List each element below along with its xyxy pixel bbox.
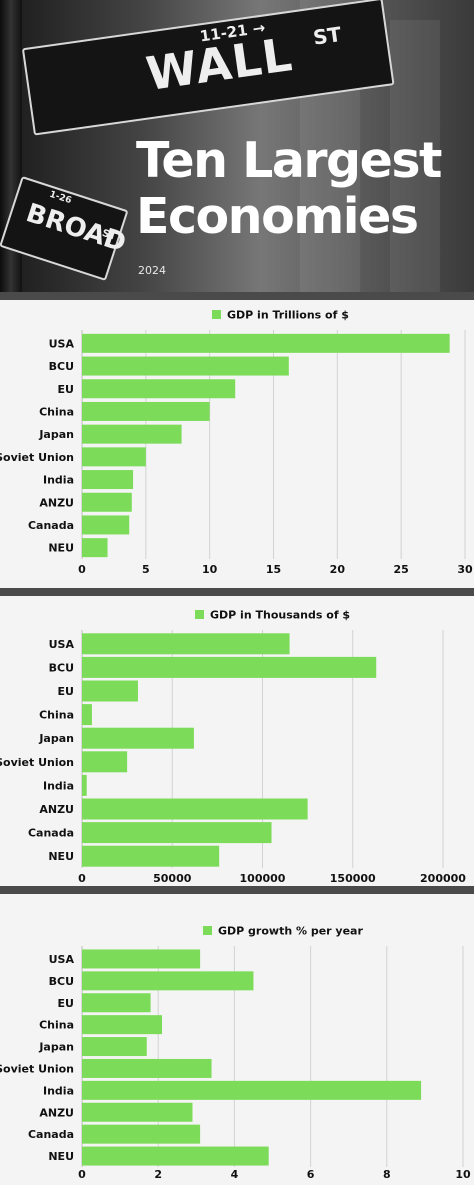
category-label: USA bbox=[49, 638, 75, 651]
bar-eu bbox=[82, 993, 151, 1013]
category-label: ANZU bbox=[39, 1106, 74, 1119]
category-label: NEU bbox=[48, 542, 74, 555]
category-label: Canada bbox=[28, 519, 74, 532]
gdp-thousands-chart: GDP in Thousands of $ USA BCU EU China Japan S… bbox=[0, 609, 466, 886]
x-tick-label: 5 bbox=[142, 563, 150, 576]
bar-soviet-union bbox=[82, 1058, 212, 1078]
x-tick-label: 10 bbox=[455, 1168, 471, 1181]
bar-canada bbox=[82, 1124, 201, 1144]
section-divider bbox=[0, 292, 474, 300]
x-tick-label: 8 bbox=[383, 1168, 391, 1181]
x-tick-label: 10 bbox=[202, 563, 218, 576]
x-tick-label: 30 bbox=[457, 563, 473, 576]
bar-neu bbox=[82, 845, 220, 867]
legend-label: GDP growth % per year bbox=[218, 925, 363, 938]
broad-sign-text: BROAD bbox=[22, 198, 130, 259]
bar-japan bbox=[82, 424, 182, 444]
bar-india bbox=[82, 774, 87, 796]
legend-swatch bbox=[195, 610, 204, 619]
category-label: Canada bbox=[28, 1128, 74, 1141]
bar-bcu bbox=[82, 656, 377, 678]
wall-sign-text: WALL bbox=[142, 27, 296, 102]
category-label: Japan bbox=[38, 732, 74, 745]
gdp-trillions-chart: GDP in Trillions of $ USA BCU EU China Japan S… bbox=[0, 309, 473, 577]
category-label: China bbox=[39, 1019, 74, 1032]
category-label: China bbox=[39, 709, 74, 722]
category-label: BCU bbox=[49, 661, 74, 674]
bar-bcu bbox=[82, 971, 254, 991]
category-label: Japan bbox=[38, 1041, 74, 1054]
bar-japan bbox=[82, 1037, 147, 1057]
x-tick-label: 0 bbox=[78, 872, 86, 885]
x-tick-label: 15 bbox=[266, 563, 281, 576]
year-label: 2024 bbox=[138, 264, 166, 277]
x-tick-label: 200000 bbox=[420, 872, 466, 885]
category-label: India bbox=[43, 779, 74, 792]
legend-label: GDP in Thousands of $ bbox=[210, 609, 350, 622]
category-label: EU bbox=[58, 685, 74, 698]
category-label: NEU bbox=[48, 850, 74, 863]
x-tick-label: 25 bbox=[394, 563, 409, 576]
category-label: China bbox=[39, 405, 74, 418]
bar-usa bbox=[82, 949, 201, 969]
section-divider bbox=[0, 588, 474, 596]
category-label: USA bbox=[49, 953, 75, 966]
bar-india bbox=[82, 470, 134, 490]
category-label: ANZU bbox=[39, 496, 74, 509]
bar-india bbox=[82, 1080, 422, 1100]
bar-anzu bbox=[82, 492, 132, 512]
bar-eu bbox=[82, 680, 138, 702]
category-label: USA bbox=[49, 337, 75, 350]
bar-soviet-union bbox=[82, 751, 128, 773]
bar-china bbox=[82, 1015, 163, 1035]
legend-label: GDP in Trillions of $ bbox=[227, 309, 349, 322]
bar-anzu bbox=[82, 798, 308, 820]
category-label: Soviet Union bbox=[0, 1062, 74, 1075]
wall-sign-suffix: ST bbox=[311, 21, 343, 50]
category-label: Canada bbox=[28, 827, 74, 840]
bar-china bbox=[82, 704, 92, 726]
title-line-2: Economies bbox=[136, 188, 419, 245]
category-label: Soviet Union bbox=[0, 756, 74, 769]
bar-canada bbox=[82, 822, 272, 844]
x-tick-label: 50000 bbox=[153, 872, 192, 885]
building-silhouette bbox=[390, 20, 440, 292]
bar-canada bbox=[82, 515, 130, 535]
category-label: BCU bbox=[49, 975, 74, 988]
x-tick-label: 100000 bbox=[240, 872, 286, 885]
category-label: EU bbox=[58, 997, 74, 1010]
legend-swatch bbox=[212, 310, 221, 319]
x-tick-label: 4 bbox=[231, 1168, 239, 1181]
category-label: Soviet Union bbox=[0, 451, 74, 464]
bar-usa bbox=[82, 333, 450, 353]
bar-china bbox=[82, 401, 210, 421]
bar-eu bbox=[82, 379, 236, 399]
category-label: BCU bbox=[49, 360, 74, 373]
category-label: India bbox=[43, 474, 74, 487]
bar-japan bbox=[82, 727, 194, 749]
category-label: Japan bbox=[38, 428, 74, 441]
category-label: NEU bbox=[48, 1150, 74, 1163]
x-tick-label: 0 bbox=[78, 563, 86, 576]
bar-bcu bbox=[82, 356, 289, 376]
gdp-growth-chart: GDP growth % per year USA BCU EU China Japan S… bbox=[0, 925, 471, 1182]
x-tick-label: 6 bbox=[307, 1168, 315, 1181]
x-tick-label: 2 bbox=[154, 1168, 162, 1181]
category-label: India bbox=[43, 1084, 74, 1097]
title-line-1: Ten Largest bbox=[136, 132, 442, 189]
page-title: Ten Largest Economies bbox=[136, 133, 470, 245]
legend-swatch bbox=[203, 926, 212, 935]
section-divider bbox=[0, 886, 474, 894]
x-tick-label: 150000 bbox=[330, 872, 376, 885]
category-label: ANZU bbox=[39, 803, 74, 816]
hero-banner: 11-21 → WALL ST 1-26 BROAD ST Ten Larges… bbox=[0, 0, 474, 292]
bar-soviet-union bbox=[82, 447, 146, 467]
x-tick-label: 0 bbox=[78, 1168, 86, 1181]
bar-anzu bbox=[82, 1102, 193, 1122]
category-label: EU bbox=[58, 383, 74, 396]
bar-usa bbox=[82, 633, 290, 655]
bar-neu bbox=[82, 1146, 269, 1166]
bar-neu bbox=[82, 538, 108, 558]
x-tick-label: 20 bbox=[330, 563, 346, 576]
